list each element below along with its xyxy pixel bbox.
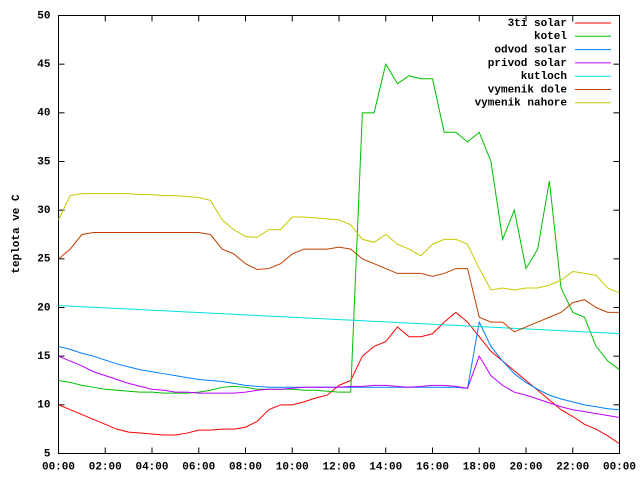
y-tick-label: 5 [44,448,51,460]
y-tick-label: 10 [37,400,50,412]
series-line [58,305,620,335]
y-tick-label: 50 [37,10,50,22]
x-tick-label: 04:00 [135,461,168,473]
x-tick-label: 06:00 [182,461,215,473]
series-line [58,232,620,333]
legend-label: odvod solar [494,45,567,57]
y-tick-label: 35 [37,156,51,168]
legend-label: kutloch [521,71,567,83]
series-line [58,193,620,294]
legend-label: vymenik dole [488,84,568,96]
y-axis-label: teplota ve C [11,194,23,274]
x-tick-label: 14:00 [369,461,402,473]
x-tick-label: 10:00 [276,461,309,473]
legend-label: kotel [534,31,567,43]
legend-label: 3ti solar [508,18,567,30]
x-tick-label: 08:00 [229,461,262,473]
y-tick-label: 25 [37,254,51,266]
x-tick-label: 22:00 [556,461,589,473]
x-tick-label: 20:00 [509,461,542,473]
y-tick-label: 15 [37,351,51,363]
x-tick-label: 18:00 [463,461,496,473]
x-tick-label: 12:00 [322,461,355,473]
x-tick-label: 00:00 [42,461,75,473]
x-tick-label: 00:00 [603,461,636,473]
series-line [58,311,620,445]
y-tick-label: 20 [37,302,50,314]
series-line [58,355,620,418]
y-tick-label: 30 [37,205,50,217]
x-tick-label: 16:00 [416,461,449,473]
legend-label: vymenik nahore [475,98,568,110]
y-tick-label: 45 [37,59,51,71]
series-line [58,62,620,394]
x-tick-label: 02:00 [89,461,122,473]
legend-label: privod solar [488,58,567,70]
y-tick-label: 40 [37,108,50,120]
